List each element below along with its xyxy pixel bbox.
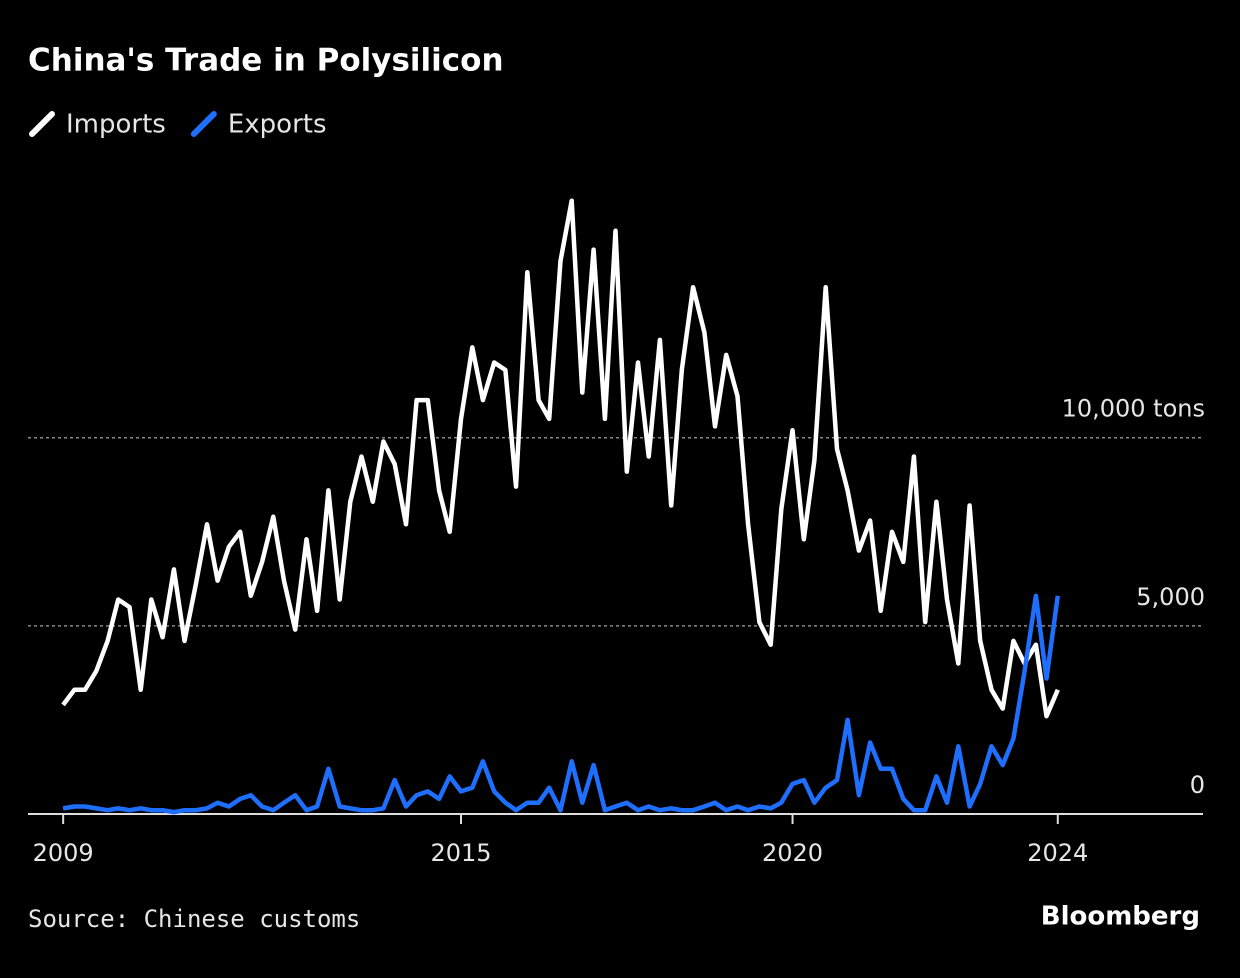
legend-swatch [29, 111, 55, 137]
line-0 [61, 198, 1060, 719]
brand: Bloomberg [1041, 902, 1200, 932]
x-tick-label: 2015 [430, 839, 491, 867]
x-tick-label: 2024 [1027, 839, 1088, 867]
y-tick-label: 0 [1190, 771, 1205, 799]
legend-swatch [190, 111, 217, 137]
legend-label: Exports [228, 110, 327, 140]
x-tick-label: 2009 [33, 839, 94, 867]
x-tick-label: 2020 [762, 839, 823, 867]
legend-label: Imports [66, 110, 166, 140]
line-1 [62, 593, 1061, 815]
source: Source: Chinese customs [28, 905, 360, 933]
chart-title: China's Trade in Polysilicon [28, 43, 504, 79]
y-tick-label: 5,000 [1136, 583, 1205, 611]
y-tick-label: 10,000 tons [1062, 395, 1205, 423]
